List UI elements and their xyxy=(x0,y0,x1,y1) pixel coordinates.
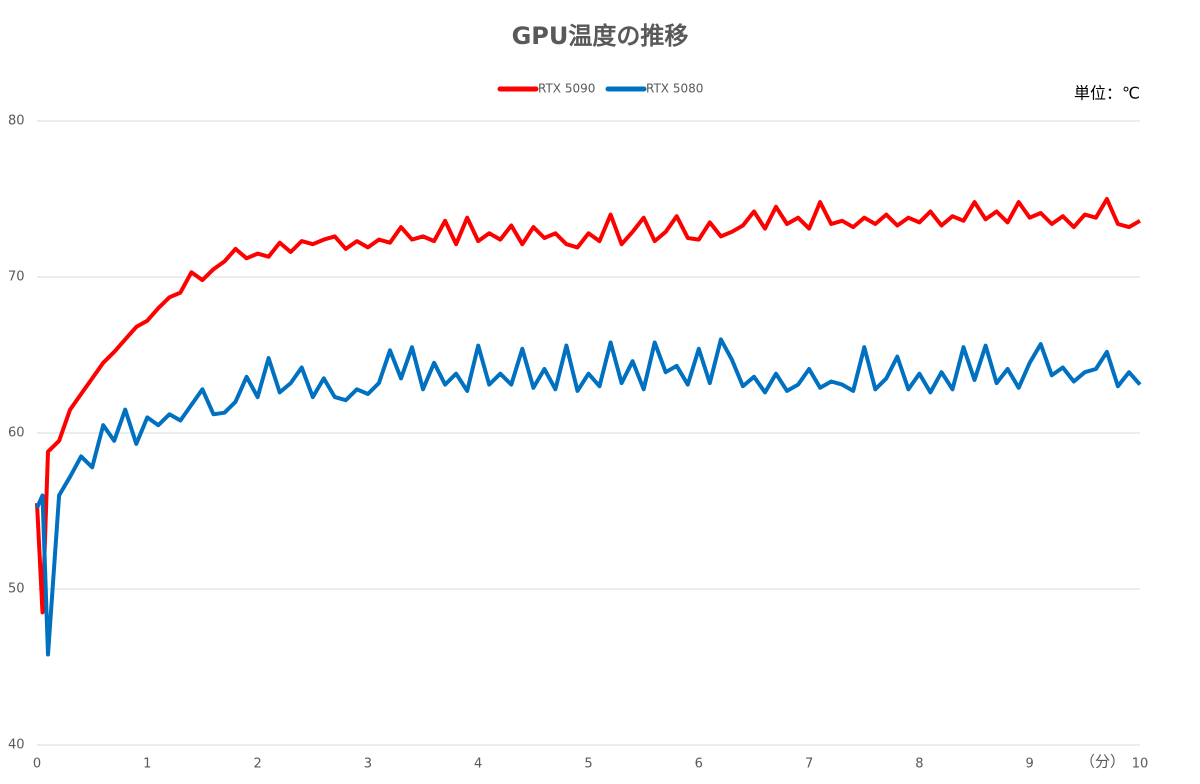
x-tick-label: 6 xyxy=(695,757,703,772)
y-tick-label: 40 xyxy=(8,738,25,753)
x-tick-label: 4 xyxy=(474,757,482,772)
y-tick-label: 70 xyxy=(8,270,25,285)
x-tick-label: 7 xyxy=(805,757,813,772)
x-tick-label: 8 xyxy=(915,757,923,772)
line-series xyxy=(35,337,1142,657)
x-tick-label: 3 xyxy=(364,757,372,772)
y-tick-label: 50 xyxy=(8,582,25,597)
x-tick-label: 5 xyxy=(584,757,592,772)
unit-label: 単位：℃ xyxy=(1074,84,1140,103)
line-series xyxy=(35,197,1141,615)
legend-label: RTX 5090 xyxy=(538,82,595,96)
x-tick-label: 2 xyxy=(253,757,261,772)
x-tick-label: 9 xyxy=(1026,757,1034,772)
chart-title: GPU温度の推移 xyxy=(512,22,689,50)
x-tick-label: 0 xyxy=(33,757,41,772)
y-tick-label: 80 xyxy=(8,114,25,129)
y-tick-label: 60 xyxy=(8,426,25,441)
x-tick-label: 10 xyxy=(1132,757,1149,772)
x-tick-label: 1 xyxy=(143,757,151,772)
x-axis-label: （分） xyxy=(1080,753,1125,771)
legend-label: RTX 5080 xyxy=(646,82,703,96)
